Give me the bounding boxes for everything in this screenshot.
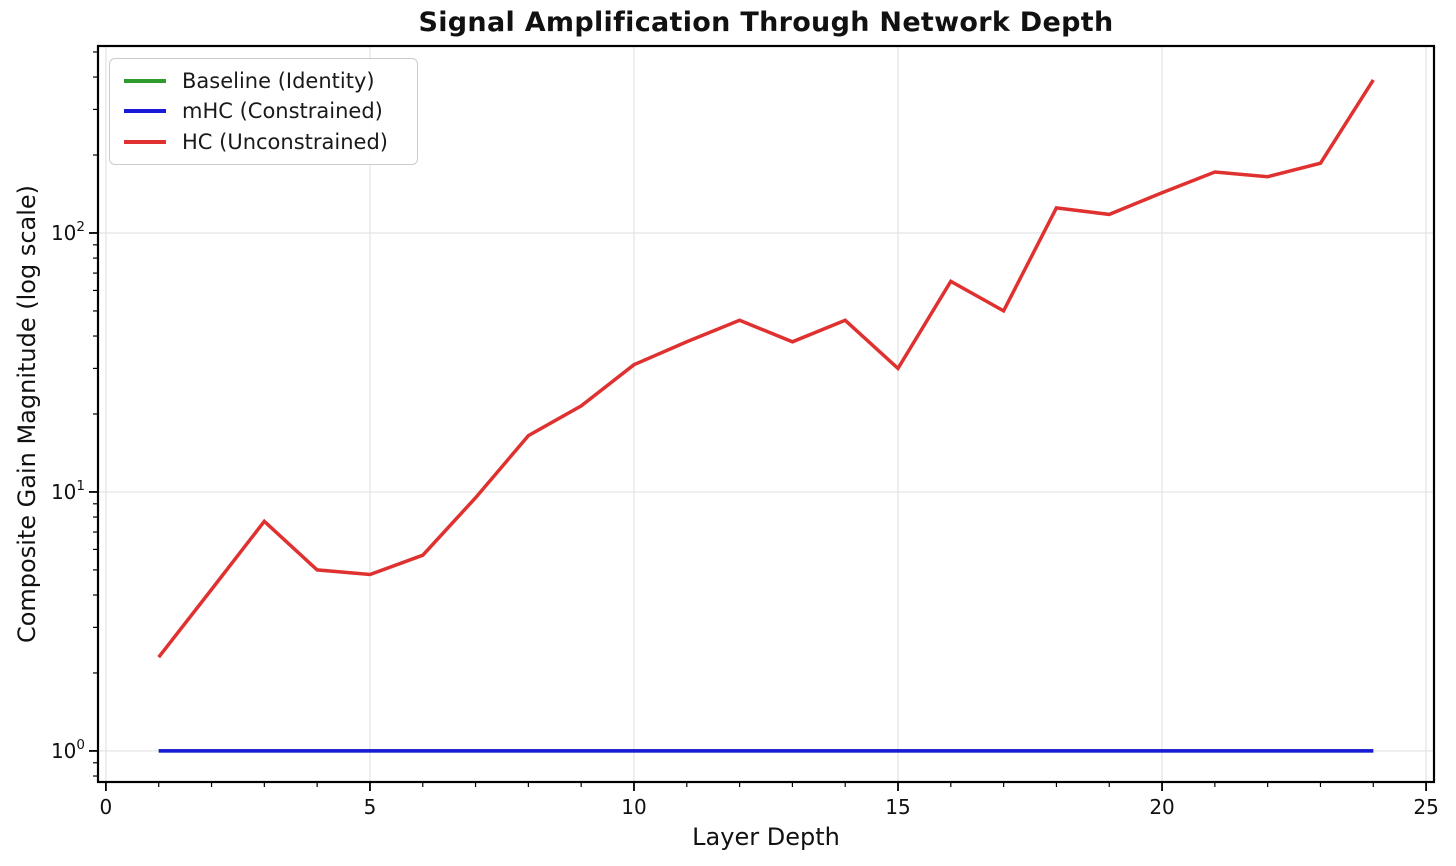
svg-text:100: 100 [51,737,85,763]
x-axis-title: Layer Depth [692,823,840,851]
svg-text:10: 10 [621,795,646,819]
svg-text:0: 0 [100,795,113,819]
mhc-line-swatch [124,109,166,114]
legend-label-baseline: Baseline (Identity) [182,69,375,94]
series-line-hc-unconstrained- [157,78,1375,659]
svg-text:5: 5 [364,795,377,819]
legend-item-mhc: mHC (Constrained) [124,99,403,123]
baseline-line-swatch [124,79,166,84]
chart-title: Signal Amplification Through Network Dep… [418,7,1114,38]
legend-item-hc: HC (Unconstrained) [124,130,403,154]
y-axis-title: Composite Gain Magnitude (log scale) [13,184,41,644]
svg-text:102: 102 [51,219,85,245]
svg-text:101: 101 [51,478,85,504]
legend-box: Baseline (Identity) mHC (Constrained) HC… [109,58,418,165]
legend-label-hc: HC (Unconstrained) [182,129,388,154]
hc-line-swatch [124,139,166,144]
svg-text:15: 15 [885,795,910,819]
legend-item-baseline: Baseline (Identity) [124,69,403,93]
svg-text:25: 25 [1413,795,1438,819]
x-tick-labels: 0 5 10 15 20 25 [100,795,1439,819]
axis-ticks [89,51,1427,791]
legend-label-mhc: mHC (Constrained) [182,99,383,124]
y-tick-labels: 100 101 102 [51,219,85,763]
svg-text:20: 20 [1149,795,1174,819]
